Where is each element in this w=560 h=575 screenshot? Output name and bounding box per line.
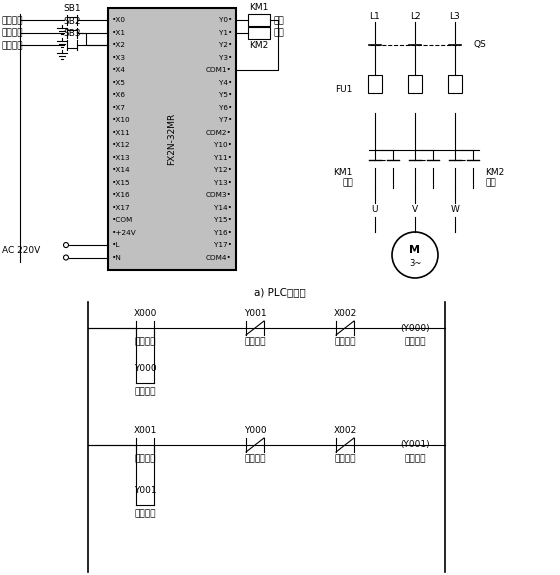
Text: AC 220V: AC 220V bbox=[2, 246, 40, 255]
Text: Y001: Y001 bbox=[134, 486, 156, 495]
Text: COM1•: COM1• bbox=[206, 67, 232, 74]
Text: KM2: KM2 bbox=[249, 41, 269, 50]
FancyBboxPatch shape bbox=[448, 75, 462, 93]
Text: L2: L2 bbox=[410, 12, 421, 21]
Text: •N: •N bbox=[112, 255, 122, 260]
Text: Y1•: Y1• bbox=[218, 30, 232, 36]
Text: X002: X002 bbox=[333, 309, 357, 318]
Text: •X14: •X14 bbox=[112, 167, 130, 173]
Text: •X17: •X17 bbox=[112, 205, 130, 210]
Text: •X2: •X2 bbox=[112, 43, 126, 48]
Text: COM4•: COM4• bbox=[206, 255, 232, 260]
FancyBboxPatch shape bbox=[368, 75, 382, 93]
Text: Y0•: Y0• bbox=[218, 17, 232, 24]
Text: COM2•: COM2• bbox=[206, 130, 232, 136]
Text: •X13: •X13 bbox=[112, 155, 130, 161]
Text: Y5•: Y5• bbox=[218, 93, 232, 98]
Text: •L: •L bbox=[112, 242, 120, 248]
Text: •X4: •X4 bbox=[112, 67, 126, 74]
Text: 自锁触点: 自锁触点 bbox=[134, 387, 156, 396]
Text: L3: L3 bbox=[450, 12, 460, 21]
Text: Y14•: Y14• bbox=[214, 205, 232, 210]
Text: 输出线圈: 输出线圈 bbox=[404, 337, 426, 346]
Text: •X6: •X6 bbox=[112, 93, 126, 98]
Text: a) PLC接线图: a) PLC接线图 bbox=[254, 287, 306, 297]
Text: W: W bbox=[451, 205, 459, 214]
Text: FU1: FU1 bbox=[335, 86, 353, 94]
Text: SB2: SB2 bbox=[63, 17, 81, 26]
Text: •X10: •X10 bbox=[112, 117, 130, 123]
Text: 自锁触点: 自锁触点 bbox=[134, 509, 156, 518]
Text: Y001: Y001 bbox=[244, 309, 267, 318]
Text: •COM: •COM bbox=[112, 217, 133, 223]
Text: X001: X001 bbox=[133, 426, 157, 435]
Text: 停止触点: 停止触点 bbox=[334, 454, 356, 463]
Text: X000: X000 bbox=[133, 309, 157, 318]
Text: Y7•: Y7• bbox=[218, 117, 232, 123]
Text: M: M bbox=[409, 245, 421, 255]
Text: Y16•: Y16• bbox=[214, 229, 232, 236]
Text: •X3: •X3 bbox=[112, 55, 126, 61]
Text: •X1: •X1 bbox=[112, 30, 126, 36]
Text: SB1: SB1 bbox=[63, 5, 81, 13]
Text: Y11•: Y11• bbox=[214, 155, 232, 161]
FancyBboxPatch shape bbox=[408, 75, 422, 93]
Text: X002: X002 bbox=[333, 426, 357, 435]
Text: •X12: •X12 bbox=[112, 142, 130, 148]
Text: 正转按钮: 正转按钮 bbox=[2, 16, 24, 25]
Text: Y6•: Y6• bbox=[218, 105, 232, 111]
Text: Y3•: Y3• bbox=[218, 55, 232, 61]
Text: Y12•: Y12• bbox=[214, 167, 232, 173]
Text: Y17•: Y17• bbox=[214, 242, 232, 248]
Text: Y4•: Y4• bbox=[218, 80, 232, 86]
Text: 3~: 3~ bbox=[409, 259, 421, 267]
Text: V: V bbox=[412, 205, 418, 214]
Text: 停转按钮: 停转按钮 bbox=[2, 41, 24, 50]
Text: 联锁触点: 联锁触点 bbox=[244, 454, 266, 463]
Text: KM1: KM1 bbox=[249, 3, 269, 13]
Text: Y15•: Y15• bbox=[214, 217, 232, 223]
Text: •X7: •X7 bbox=[112, 105, 126, 111]
Text: QS: QS bbox=[473, 40, 486, 49]
Text: (Y001): (Y001) bbox=[400, 440, 430, 450]
Text: L1: L1 bbox=[370, 12, 380, 21]
Text: •X15: •X15 bbox=[112, 179, 130, 186]
Text: 联锁触点: 联锁触点 bbox=[244, 337, 266, 346]
Text: FX2N-32MR: FX2N-32MR bbox=[167, 113, 176, 165]
Text: 正转触点: 正转触点 bbox=[134, 337, 156, 346]
Text: •X16: •X16 bbox=[112, 192, 130, 198]
Text: SB3: SB3 bbox=[63, 29, 81, 39]
FancyBboxPatch shape bbox=[108, 8, 236, 270]
Text: Y000: Y000 bbox=[244, 426, 267, 435]
Text: U: U bbox=[372, 205, 378, 214]
Text: Y000: Y000 bbox=[134, 364, 156, 373]
Text: KM2
反转: KM2 反转 bbox=[485, 168, 504, 187]
Text: •X0: •X0 bbox=[112, 17, 126, 24]
FancyBboxPatch shape bbox=[248, 27, 270, 39]
Text: Y2•: Y2• bbox=[218, 43, 232, 48]
Text: 正转: 正转 bbox=[273, 16, 284, 25]
Text: 反转: 反转 bbox=[273, 28, 284, 37]
Text: 停止触点: 停止触点 bbox=[334, 337, 356, 346]
Text: •+24V: •+24V bbox=[112, 229, 137, 236]
Text: 输出线圈: 输出线圈 bbox=[404, 454, 426, 463]
Text: •X5: •X5 bbox=[112, 80, 126, 86]
Text: KM1
正转: KM1 正转 bbox=[334, 168, 353, 187]
Text: 反转触点: 反转触点 bbox=[134, 454, 156, 463]
Text: Y13•: Y13• bbox=[214, 179, 232, 186]
FancyBboxPatch shape bbox=[248, 14, 270, 26]
Text: 反转按钮: 反转按钮 bbox=[2, 28, 24, 37]
Text: •X11: •X11 bbox=[112, 130, 130, 136]
Text: Y10•: Y10• bbox=[214, 142, 232, 148]
Text: (Y000): (Y000) bbox=[400, 324, 430, 332]
Text: COM3•: COM3• bbox=[206, 192, 232, 198]
